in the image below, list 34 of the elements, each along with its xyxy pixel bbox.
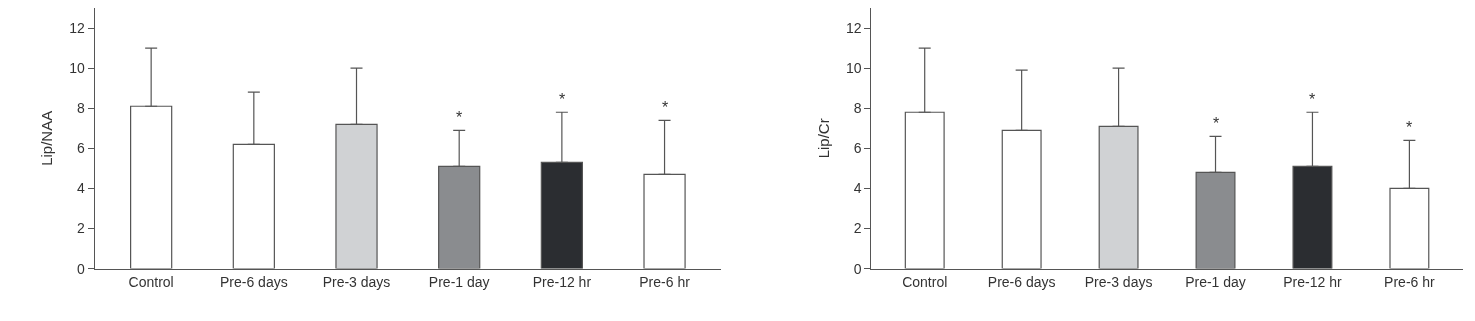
- annotation: *: [1213, 115, 1220, 132]
- y-tick-label: 2: [76, 220, 85, 237]
- x-tick-label: Pre-3 days: [1084, 273, 1153, 290]
- y-axis-title: Lip/NAA: [38, 110, 56, 166]
- annotation: *: [1309, 91, 1316, 108]
- annotation: *: [456, 109, 463, 126]
- y-tick-label: 8: [76, 100, 85, 117]
- x-tick-label: Control: [128, 273, 174, 290]
- x-tick-label: Pre-6 hr: [639, 273, 691, 290]
- x-tick-label: Pre-12 hr: [532, 273, 592, 290]
- annotation: *: [662, 99, 669, 116]
- y-tick-label: 6: [76, 140, 85, 157]
- y-tick-label: 10: [845, 60, 862, 77]
- annotation: *: [559, 91, 566, 108]
- y-tick-label: 0: [853, 260, 862, 277]
- y-tick-label: 12: [69, 19, 85, 36]
- x-tick-label: Pre-6 days: [219, 273, 288, 290]
- annotation: *: [1406, 119, 1413, 136]
- x-tick-label: Pre-1 day: [428, 273, 490, 290]
- y-tick-label: 12: [845, 19, 862, 36]
- y-tick-label: 6: [853, 140, 862, 157]
- x-tick-label: Pre-1 day: [1185, 273, 1246, 290]
- y-tick-label: 10: [69, 60, 85, 77]
- x-tick-label: Pre-6 hr: [1384, 273, 1436, 290]
- x-tick-label: Pre-12 hr: [1283, 273, 1342, 290]
- y-tick-label: 4: [76, 180, 85, 197]
- x-tick-label: Control: [902, 273, 948, 290]
- y-axis-title: Lip/Cr: [815, 118, 833, 159]
- y-tick-label: 2: [853, 220, 862, 237]
- y-tick-label: 4: [853, 180, 862, 197]
- x-tick-label: Pre-3 days: [322, 273, 391, 290]
- y-tick-label: 8: [853, 100, 862, 117]
- y-tick-label: 0: [76, 260, 85, 277]
- x-tick-label: Pre-6 days: [987, 273, 1056, 290]
